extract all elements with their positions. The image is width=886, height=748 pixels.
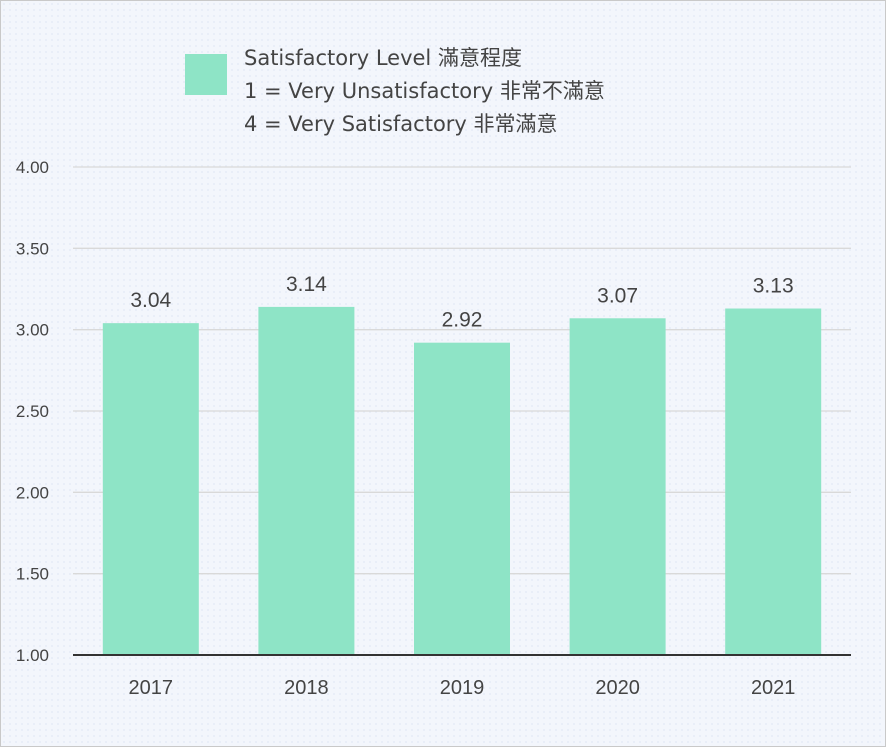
legend-scale-min: 1 = Very Unsatisfactory 非常不滿意 <box>244 79 605 103</box>
legend-swatch <box>185 54 227 95</box>
y-tick-label: 3.50 <box>16 239 49 258</box>
x-tick-label: 2018 <box>284 677 329 699</box>
x-tick-label: 2020 <box>595 677 640 699</box>
x-axis-ticks: 2017 2018 2019 2020 2021 <box>129 677 796 699</box>
x-tick-label: 2019 <box>440 677 485 699</box>
y-axis-ticks: 1.00 1.50 2.00 2.50 3.00 3.50 4.00 <box>16 158 49 665</box>
data-label: 3.04 <box>130 289 171 312</box>
data-labels: 3.04 3.14 2.92 3.07 3.13 <box>130 273 793 332</box>
data-label: 2.92 <box>442 309 483 332</box>
x-tick-label: 2017 <box>129 677 174 699</box>
bar-2020 <box>569 318 666 655</box>
x-tick-label: 2021 <box>751 677 796 699</box>
y-tick-label: 4.00 <box>16 158 49 177</box>
y-tick-label: 1.00 <box>16 646 49 665</box>
data-label: 3.14 <box>286 273 327 296</box>
y-tick-label: 2.50 <box>16 402 49 421</box>
legend-scale-max: 4 = Very Satisfactory 非常滿意 <box>244 112 558 136</box>
y-tick-label: 1.50 <box>16 565 49 584</box>
bars <box>102 306 822 655</box>
bar-2018 <box>258 306 355 655</box>
bar-2019 <box>414 342 510 655</box>
y-tick-label: 2.00 <box>16 483 49 502</box>
bar-2021 <box>725 308 822 655</box>
y-tick-label: 3.00 <box>16 321 49 340</box>
data-label: 3.13 <box>753 275 794 298</box>
data-label: 3.07 <box>597 284 638 307</box>
legend: Satisfactory Level 滿意程度 1 = Very Unsatis… <box>185 46 605 136</box>
bar-2017 <box>102 323 199 655</box>
legend-title: Satisfactory Level 滿意程度 <box>244 46 522 70</box>
